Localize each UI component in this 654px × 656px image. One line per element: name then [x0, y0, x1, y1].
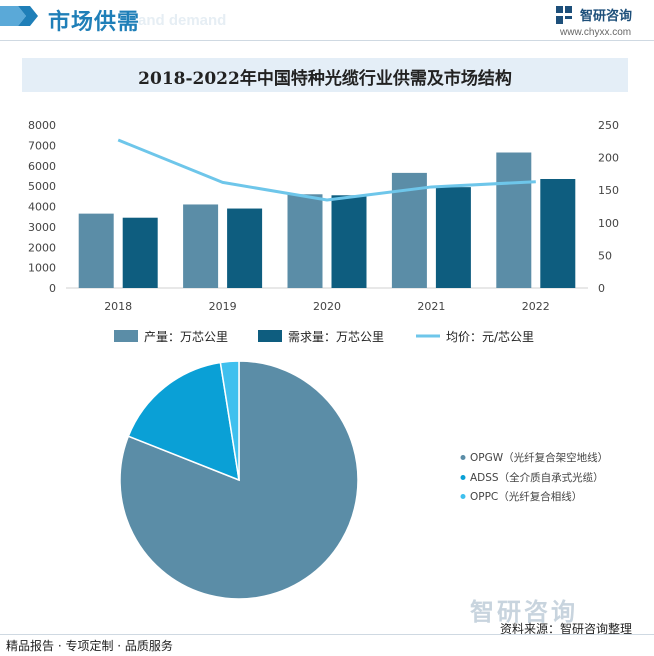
y-tick-label: 2000 [28, 241, 56, 254]
bar-demand [540, 178, 576, 288]
legend-label: 需求量：万芯公里 [288, 330, 384, 344]
y2-tick-label: 50 [598, 249, 612, 262]
legend-label: 产量：万芯公里 [144, 330, 228, 344]
price-line [117, 138, 536, 202]
pie-slice [127, 361, 240, 482]
y-tick-label: 0 [49, 282, 56, 295]
legend-swatch [114, 330, 138, 342]
data-source: 资料来源：智研咨询整理 [500, 622, 633, 636]
pie-slice [119, 360, 359, 600]
footer-divider [0, 634, 654, 635]
y2-tick-label: 150 [598, 184, 619, 197]
bar-production [287, 194, 323, 288]
legend-label: 均价：元/芯公里 [446, 330, 534, 344]
y-tick-label: 4000 [28, 201, 56, 214]
bar-demand [227, 208, 263, 288]
pie-legend-marker [460, 455, 466, 460]
y-tick-label: 1000 [28, 262, 56, 275]
footer-slogan: 精品报告 · 专项定制 · 品质服务 [6, 639, 173, 653]
y2-tick-label: 250 [598, 119, 619, 132]
header-decoration [0, 6, 38, 26]
x-tick-label: 2018 [104, 300, 132, 313]
brand-name: 智研咨询 [580, 9, 633, 24]
pie-legend-label: OPPC（光纤复合相线） [470, 490, 582, 503]
pie-legend-label: ADSS（全介质自承式光缆） [470, 471, 604, 484]
bar-demand [435, 187, 471, 288]
y2-tick-label: 100 [598, 217, 619, 230]
chart-title-background [22, 58, 628, 92]
y2-tick-label: 0 [598, 282, 605, 295]
chart-title: 2018-2022年中国特种光缆行业供需及市场结构 [138, 69, 512, 89]
header-ghost-text: and demand [138, 12, 227, 29]
y-tick-label: 8000 [28, 119, 56, 132]
x-tick-label: 2019 [209, 300, 237, 313]
y-tick-label: 6000 [28, 160, 56, 173]
bar-production [78, 213, 114, 288]
bar-demand [122, 217, 158, 288]
legend-swatch [258, 330, 282, 342]
x-tick-label: 2022 [522, 300, 550, 313]
y2-tick-label: 200 [598, 152, 619, 165]
header-divider [0, 40, 654, 41]
bar-demand [331, 195, 367, 288]
y-tick-label: 5000 [28, 180, 56, 193]
y-tick-label: 3000 [28, 221, 56, 234]
bar-production [183, 204, 219, 288]
pie-legend-marker [460, 475, 466, 480]
footer-logo-text: 智研咨询 [470, 598, 578, 626]
x-tick-label: 2020 [313, 300, 341, 313]
page-title: 市场供需 [48, 10, 141, 35]
pie-slice [219, 360, 240, 481]
brand-url[interactable]: www.chyxx.com [560, 27, 632, 38]
pie-legend-marker [460, 494, 466, 499]
y-tick-label: 7000 [28, 139, 56, 152]
brand-logo-icon [556, 6, 572, 24]
pie-legend-label: OPGW（光纤复合架空地线） [470, 451, 608, 464]
bar-production [496, 152, 532, 288]
x-tick-label: 2021 [417, 300, 445, 313]
